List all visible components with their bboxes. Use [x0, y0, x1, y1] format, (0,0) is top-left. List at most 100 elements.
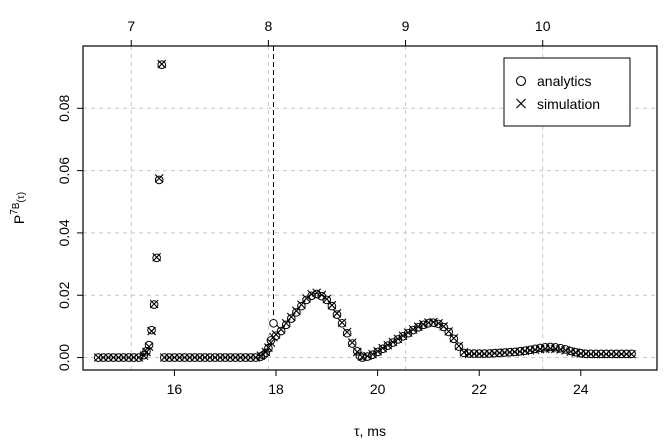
y-tick-label: 0.00 [56, 344, 72, 371]
simulation-point [383, 340, 393, 350]
analytics-point [159, 353, 169, 362]
simulation-point [373, 346, 383, 356]
x-tick-label: 24 [573, 381, 589, 397]
top-tick-label: 10 [535, 18, 551, 34]
simulation-point [627, 349, 636, 359]
y-axis-title-sub: B [11, 202, 22, 209]
analytics-point [505, 347, 514, 357]
analytics-point [444, 327, 454, 337]
analytics-point [205, 353, 215, 362]
analytics-point [495, 348, 504, 358]
analytics-point [439, 322, 448, 332]
simulation-point [393, 334, 403, 344]
analytics-point [612, 349, 621, 359]
analytics-point [175, 353, 184, 362]
analytics-point [190, 353, 200, 362]
analytics-point [152, 253, 161, 263]
analytics-point [246, 353, 255, 362]
grid-lines [83, 46, 657, 370]
analytics-point [185, 353, 194, 362]
analytics-point [627, 349, 636, 359]
y-tick-label: 0.06 [56, 157, 72, 184]
simulation-point [398, 331, 408, 341]
simulation-point [322, 294, 332, 304]
simulation-point [327, 300, 337, 310]
analytics-point [596, 349, 606, 359]
simulation-point [403, 328, 413, 338]
simulation-point [368, 349, 377, 359]
analytics-point [500, 348, 509, 357]
analytics-point [276, 326, 286, 336]
analytics-point [147, 325, 156, 335]
analytics-point [342, 328, 352, 338]
simulation-point [312, 288, 322, 298]
top-axis: 7 8 9 10 [127, 18, 551, 46]
analytics-point [292, 308, 301, 317]
simulation-point [251, 353, 261, 362]
svg-text:P7B(τ): P7B(τ) [9, 192, 27, 224]
analytics-point [586, 349, 596, 359]
top-tick-label: 8 [265, 18, 273, 34]
y-axis: 0.00 0.02 0.04 0.06 0.08 [56, 94, 83, 371]
analytics-point [398, 332, 408, 341]
analytics-point [606, 349, 616, 359]
analytics-point [373, 347, 382, 357]
analytics-point [363, 352, 372, 361]
simulation-point [342, 327, 352, 337]
analytics-point [215, 353, 225, 362]
analytics-point [129, 353, 139, 362]
analytics-point [271, 331, 281, 341]
simulation-point [388, 337, 398, 347]
analytics-point [490, 348, 499, 358]
y-tick-label: 0.04 [56, 219, 72, 246]
simulation-point [142, 347, 151, 357]
simulation-point [459, 347, 469, 357]
analytics-point [347, 339, 357, 348]
analytics-point [226, 353, 235, 362]
analytics-point [124, 353, 134, 362]
y-axis-title-main: P [11, 215, 27, 224]
simulation-point [144, 342, 154, 352]
simulation-point [413, 322, 423, 332]
simulation-point [139, 351, 149, 361]
top-tick-label: 7 [127, 18, 135, 34]
analytics-point [622, 349, 631, 359]
analytics-point [378, 344, 387, 354]
plot-frame [82, 45, 658, 371]
simulation-point [276, 325, 286, 334]
y-tick-label: 0.02 [56, 281, 72, 308]
analytics-point [353, 347, 362, 356]
legend-marker-analytics [515, 75, 527, 87]
analytics-point [449, 334, 459, 344]
analytics-point [236, 353, 245, 362]
simulation-point [157, 59, 167, 69]
y-axis-title-arg: (τ) [16, 192, 27, 203]
analytics-point [403, 328, 413, 338]
legend-label-analytics: analytics [537, 73, 591, 89]
analytics-point [510, 347, 520, 357]
data-points [93, 59, 636, 362]
analytics-point [109, 353, 118, 362]
analytics-point [413, 323, 423, 332]
simulation-point [154, 174, 164, 183]
simulation-point [307, 289, 316, 299]
analytics-point [261, 348, 271, 358]
simulation-point [134, 353, 144, 362]
analytics-point [479, 349, 489, 358]
simulation-point [454, 341, 464, 351]
analytics-point [241, 353, 250, 362]
y-axis-title-sup: 7 [9, 209, 20, 215]
analytics-point [286, 314, 296, 323]
simulation-point [266, 338, 276, 347]
analytics-point [195, 353, 205, 362]
simulation-point [418, 319, 428, 329]
simulation-point [337, 318, 347, 328]
analytics-point [154, 175, 164, 185]
analytics-point [601, 349, 611, 359]
analytics-point [485, 349, 494, 358]
top-tick-label: 9 [402, 18, 410, 34]
simulation-point [408, 325, 418, 334]
analytics-point [180, 353, 189, 362]
legend: analytics simulation [503, 57, 631, 127]
